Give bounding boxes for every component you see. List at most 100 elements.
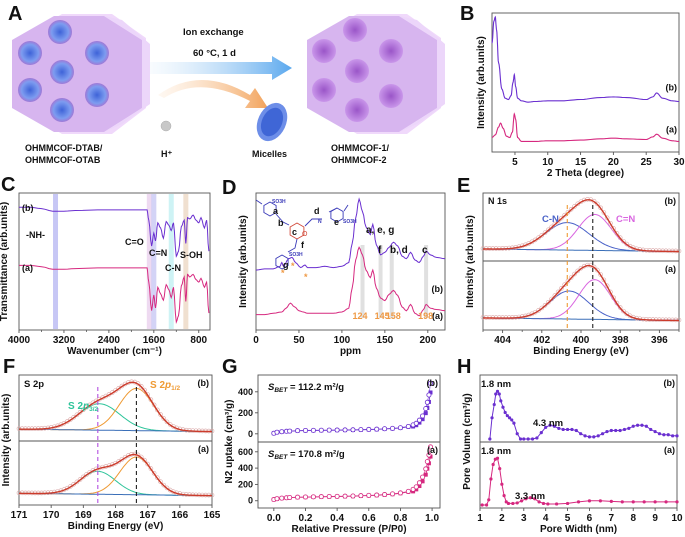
data-point: [627, 426, 631, 430]
desorption-point: [366, 492, 372, 498]
empty-pore: [345, 98, 369, 122]
data-point: [622, 427, 627, 432]
data-point: [492, 402, 496, 407]
structure-label-b: b: [278, 218, 284, 228]
raw-data-point: [68, 417, 73, 422]
data-point: [510, 418, 514, 422]
micelle-pore: [18, 78, 42, 102]
annotation-nh: -NH-: [26, 230, 45, 240]
desorption-point: [428, 444, 434, 450]
x-axis-label: Binding Energy (eV): [68, 521, 164, 532]
data-point: [598, 499, 602, 503]
desorption-point: [397, 425, 403, 431]
x-tick-label: 20: [608, 157, 620, 168]
x-axis-label: Pore Width (nm): [540, 524, 617, 535]
fit-envelope: [483, 264, 680, 322]
desorption-point: [279, 495, 285, 501]
empty-pore: [312, 78, 336, 102]
raw-data-point: [532, 237, 538, 243]
component-label-s2p12: S 2p1/2: [150, 380, 181, 392]
series-label-a: (a): [22, 263, 33, 273]
raw-data-point: [575, 268, 581, 274]
x-tick-label: 170: [43, 510, 60, 521]
raw-data-point: [148, 397, 154, 402]
desorption-point: [279, 429, 285, 435]
empty-framework: [307, 14, 445, 134]
bet-surface-area-label: SBET = 170.8 m²/g: [268, 449, 345, 461]
raw-data-point: [164, 419, 170, 425]
data-point: [636, 423, 640, 427]
desorption-point: [374, 426, 380, 432]
fit-component-1: [483, 279, 680, 321]
x-tick-label: 0.4: [330, 513, 344, 524]
ion-exchange-arrow: [150, 56, 292, 80]
data-point: [507, 416, 512, 420]
peak-label: 4.3 nm: [533, 418, 563, 429]
desorption-point: [410, 486, 416, 492]
x-tick-label: 8: [630, 513, 636, 524]
data-point: [495, 456, 500, 460]
desorption-point: [310, 427, 316, 433]
raw-data-point: [536, 308, 541, 313]
data-point: [557, 426, 561, 430]
plot-frame: [255, 192, 446, 331]
adsorption-point: [417, 484, 422, 489]
sulfonic-acid-label: SO3H: [289, 252, 303, 258]
raw-data-point: [555, 289, 561, 295]
adsorption-point: [423, 411, 428, 416]
raw-data-point: [572, 271, 577, 277]
series-label-a: (a): [198, 444, 209, 454]
arrow-label-process: Ion exchange: [183, 27, 244, 38]
xrd-chart: (b) (a) 5 10 15 20 25 30 2 Theta (degree) Intensi…: [476, 12, 685, 179]
desorption-point: [274, 429, 280, 435]
micelle-pore: [85, 41, 109, 65]
raw-data-point: [559, 286, 564, 291]
reference-band: [360, 245, 365, 318]
xps-n1s-chart: (b) (a) N 1s C-N C=N 404 402 400 398 396 Binding E…: [465, 192, 682, 357]
sulfonic-acid-label: SO3H: [272, 199, 286, 205]
desorption-point: [334, 427, 340, 433]
raw-data-point: [617, 235, 623, 241]
series-label-a: (a): [664, 445, 675, 455]
band-highlight: [151, 194, 157, 329]
y-axis-label: Pore Volume (cm³/g): [462, 393, 473, 490]
plot-frame: [257, 374, 441, 509]
desorption-point: [426, 452, 432, 458]
peak-label: b, d: [390, 245, 408, 256]
series-label-b: (b): [664, 378, 676, 388]
x-tick-label: 1600: [143, 335, 166, 346]
series-line-a: [256, 246, 446, 317]
raw-data-point: [151, 402, 157, 408]
raw-data-point: [595, 201, 600, 207]
desorption-point: [358, 427, 364, 433]
data-point: [511, 501, 515, 506]
x-tick-label: 50: [293, 335, 305, 346]
y-axis-label: Intensity (arb.units): [1, 394, 12, 487]
fit-envelope: [483, 199, 679, 253]
data-point: [512, 421, 516, 425]
raw-data-point: [565, 278, 571, 284]
data-point: [596, 434, 600, 438]
reference-band: [424, 245, 429, 318]
data-point: [592, 435, 596, 439]
micelle-bundle: [256, 102, 288, 142]
x-tick-label: 7: [609, 513, 615, 524]
raw-data-point: [552, 221, 558, 227]
desorption-point: [416, 417, 422, 423]
x-tick-label: 200: [419, 335, 436, 346]
desorption-point: [295, 494, 301, 500]
framework-with-micelles: [12, 14, 150, 134]
data-point: [537, 500, 541, 504]
band-highlight: [168, 194, 174, 329]
micelles-label: Micelles: [252, 149, 288, 159]
y-axis-label: Intensity (arb.units): [465, 215, 476, 308]
panel-label-a: A: [8, 3, 23, 25]
data-point: [565, 501, 570, 506]
data-point: [671, 434, 675, 438]
data-point: [530, 437, 535, 441]
raw-data-point: [81, 407, 86, 413]
panel-label-b: B: [460, 3, 475, 25]
x-tick-label: 168: [107, 510, 124, 521]
